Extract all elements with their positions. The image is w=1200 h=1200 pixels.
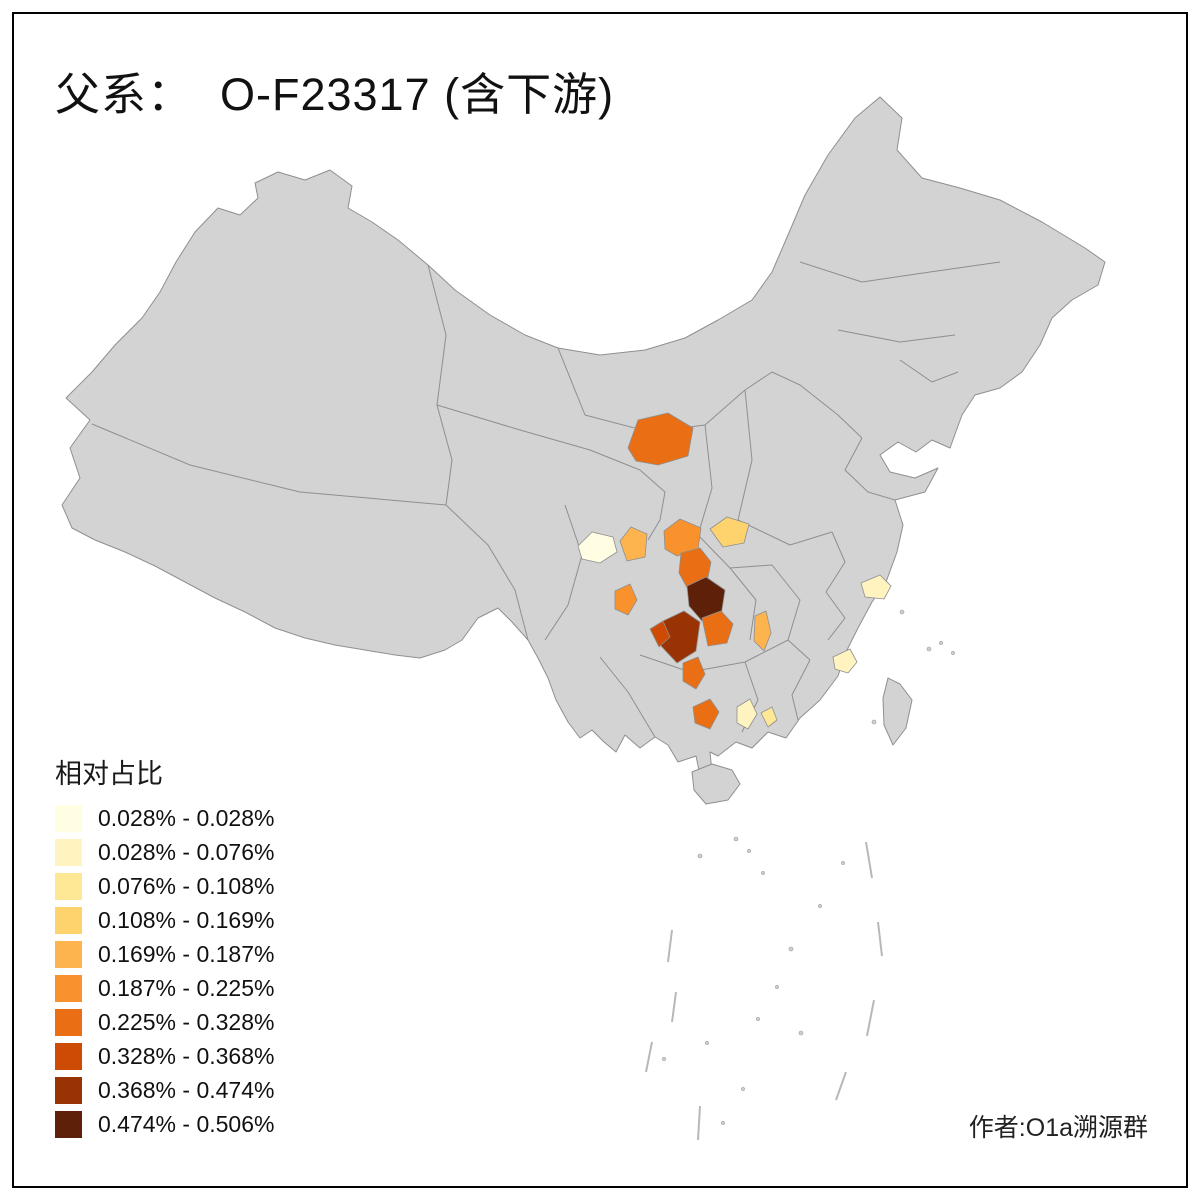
legend-row: 0.368% - 0.474% [55,1077,274,1104]
legend-row: 0.169% - 0.187% [55,941,274,968]
legend-label: 0.028% - 0.028% [98,805,275,831]
legend-row: 0.028% - 0.028% [55,805,274,832]
province-borders [91,261,1001,738]
legend-row: 0.328% - 0.368% [55,1043,274,1070]
region-south-gansu [627,412,694,466]
legend: 相对占比 0.028% - 0.028% 0.028% - 0.076% 0.076… [55,752,274,1145]
south-china-sea-islands [645,609,955,1141]
legend-row: 0.474% - 0.506% [55,1111,274,1138]
legend-label: 0.108% - 0.169% [98,907,275,933]
region-fujian-area [832,648,858,674]
legend-swatch [55,805,82,832]
legend-row: 0.108% - 0.169% [55,907,274,934]
legend-swatch [55,839,82,866]
legend-swatch [55,1043,82,1070]
region-hunan-strip [753,610,772,652]
region-west-sichuan [577,531,618,564]
region-central-sichuan [614,583,638,616]
legend-label: 0.474% - 0.506% [98,1111,275,1137]
region-east-shaanxi [709,516,750,548]
region-central-guangdong [760,706,778,728]
legend-row: 0.187% - 0.225% [55,975,274,1002]
region-red-edge [649,620,671,648]
hainan-island [691,763,741,805]
legend-label: 0.076% - 0.108% [98,873,275,899]
region-dark-southwest [660,610,701,664]
china-mainland [61,96,1106,776]
region-west-guangdong [736,698,758,730]
legend-row: 0.076% - 0.108% [55,873,274,900]
legend-swatch [55,873,82,900]
region-north-sichuan [619,526,648,562]
legend-label: 0.328% - 0.368% [98,1043,275,1069]
region-west-hubei [701,610,734,647]
legend-swatch [55,941,82,968]
legend-label: 0.187% - 0.225% [98,975,275,1001]
author-credit: 作者:O1a溯源群 [968,1114,1148,1142]
region-guangxi [692,698,720,730]
legend-row: 0.225% - 0.328% [55,1009,274,1036]
legend-swatch [55,907,82,934]
legend-rows: 0.028% - 0.028% 0.028% - 0.076% 0.076% - 0… [55,805,274,1138]
taiwan-island [882,677,913,746]
legend-swatch [55,1111,82,1138]
region-south-guizhou [682,656,706,690]
legend-swatch [55,1077,82,1104]
legend-label: 0.169% - 0.187% [98,941,275,967]
legend-label: 0.368% - 0.474% [98,1077,275,1103]
region-shanghai-area [860,574,892,600]
legend-label: 0.225% - 0.328% [98,1009,275,1035]
legend-swatch [55,1009,82,1036]
legend-row: 0.028% - 0.076% [55,839,274,866]
legend-swatch [55,975,82,1002]
legend-label: 0.028% - 0.076% [98,839,275,865]
legend-title: 相对占比 [55,759,163,789]
page-title: 父系： O-F23317 (含下游) [55,69,615,120]
choropleth-regions [577,412,892,730]
